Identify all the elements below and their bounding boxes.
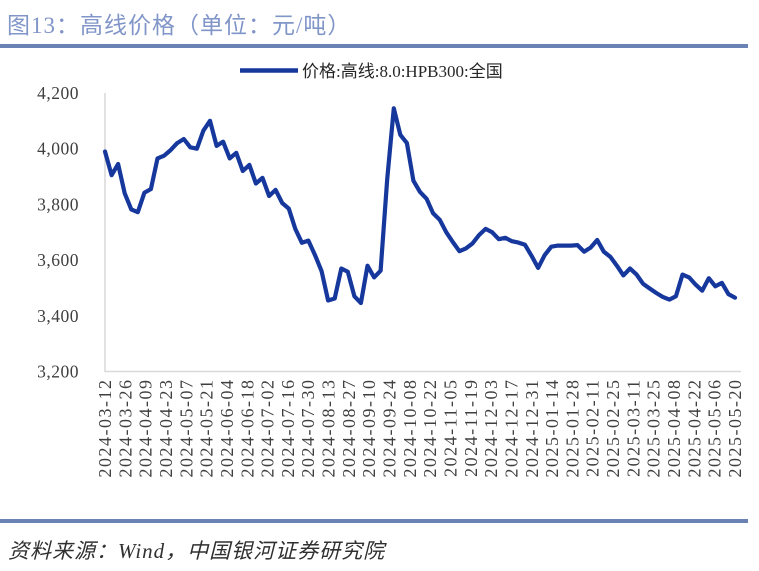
x-axis-tick-label: 2024-07-02: [258, 379, 278, 478]
x-axis-tick-label: 2024-05-07: [176, 379, 196, 478]
x-axis-tick-label: 2025-01-28: [562, 379, 582, 478]
x-axis-tick-label: 2025-01-14: [542, 379, 562, 478]
y-axis-tick-label: 4,200: [37, 83, 79, 103]
y-axis-tick-label: 3,400: [37, 306, 79, 326]
x-axis-tick-label: 2024-07-30: [298, 379, 318, 478]
x-axis-tick-label: 2025-05-06: [705, 379, 725, 478]
y-axis-tick-label: 3,600: [37, 250, 79, 270]
x-axis-tick-label: 2025-02-11: [583, 379, 603, 477]
x-axis-tick-label: 2024-11-19: [461, 379, 481, 477]
x-axis-tick-label: 2024-12-17: [501, 379, 521, 478]
axis-spines: [104, 93, 741, 373]
x-axis-tick-label: 2025-03-25: [644, 379, 664, 478]
x-axis-tick-label: 2024-10-08: [400, 379, 420, 478]
x-axis-tick-label: 2024-06-04: [217, 379, 237, 478]
x-axis-tick-label: 2024-06-18: [237, 379, 257, 478]
footer-divider: [0, 519, 748, 523]
x-axis-tick-label: 2024-08-13: [319, 379, 339, 478]
x-axis-tick-label: 2025-04-22: [684, 379, 704, 478]
y-axis-tick-label: 4,000: [37, 139, 79, 159]
x-axis-tick-label: 2024-11-05: [440, 379, 460, 477]
x-axis-tick-label: 2024-09-24: [380, 379, 400, 478]
y-axis-tick-label: 3,800: [37, 194, 79, 214]
x-axis-tick-label: 2024-12-03: [481, 379, 501, 478]
x-axis-tick-label: 2024-04-09: [136, 379, 156, 478]
source-note: 资料来源：Wind，中国银河证券研究院: [8, 539, 386, 563]
x-axis-tick-label: 2025-03-11: [623, 379, 643, 477]
x-axis-tick-label: 2024-04-23: [156, 379, 176, 478]
legend-label: 价格:高线:8.0:HPB300:全国: [302, 62, 503, 81]
x-axis-tick-label: 2024-03-26: [115, 379, 135, 478]
x-axis-tick-label: 2025-02-25: [603, 379, 623, 478]
x-axis-tick-label: 2025-04-08: [664, 379, 684, 478]
x-axis-tick-label: 2024-10-22: [420, 378, 440, 477]
price-line-chart: 价格:高线:8.0:HPB300:全国 3,200 3,400 3,600 3,800 4…: [37, 62, 745, 478]
figure-title: 图13：高线价格（单位：元/吨）: [7, 13, 352, 38]
header-divider: [0, 44, 748, 48]
price-series-line: [102, 106, 738, 306]
x-axis-tick-label: 2024-12-31: [522, 379, 542, 478]
x-axis-tick-label: 2024-09-10: [359, 379, 379, 478]
x-axis-tick-label: 2024-05-21: [197, 379, 217, 478]
y-axis-tick-label: 3,200: [37, 362, 79, 382]
x-axis-tick-label: 2024-08-27: [339, 379, 359, 478]
x-axis-tick-label: 2024-03-12: [95, 379, 115, 478]
x-axis-tick-label: 2025-05-20: [725, 379, 745, 478]
x-axis-tick-label: 2024-07-16: [278, 379, 298, 478]
